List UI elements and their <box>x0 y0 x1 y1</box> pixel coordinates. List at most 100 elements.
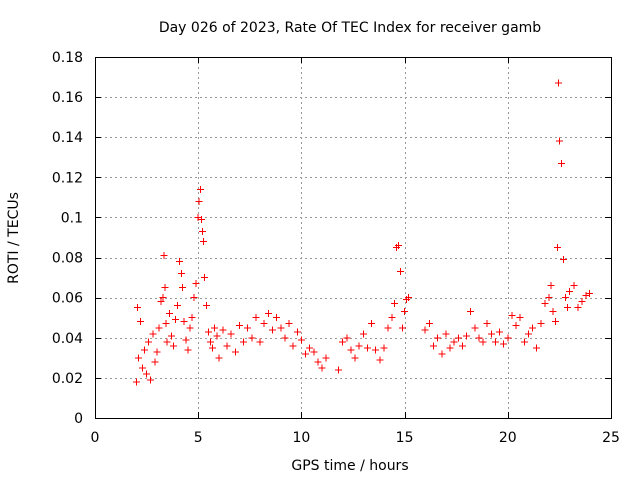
data-point <box>134 354 142 362</box>
data-point <box>211 324 219 332</box>
x-tick-label: 10 <box>292 430 310 446</box>
data-point <box>190 294 198 302</box>
data-point <box>549 308 557 316</box>
y-tick-label: 0.04 <box>52 331 83 347</box>
data-point <box>545 294 553 302</box>
x-axis-label: GPS time / hours <box>291 458 408 474</box>
data-point <box>273 314 281 322</box>
data-point <box>368 320 376 328</box>
x-tick-label: 25 <box>602 430 620 446</box>
data-point <box>390 300 398 308</box>
data-point <box>555 137 563 145</box>
x-tick-label: 0 <box>91 430 100 446</box>
data-point <box>450 338 458 346</box>
data-point <box>167 332 175 340</box>
data-point <box>475 334 483 342</box>
data-point <box>207 338 215 346</box>
data-point <box>197 215 205 223</box>
data-point <box>163 338 171 346</box>
tick-labels-layer: 0 5 10 15 20 25 0 0.02 0.04 0.06 0.08 0.1 0.12 0.14 0.… <box>52 50 620 446</box>
data-point <box>529 324 537 332</box>
data-point <box>363 344 371 352</box>
data-point <box>533 344 541 352</box>
data-point <box>302 350 310 358</box>
data-point <box>136 318 144 326</box>
data-point <box>297 336 305 344</box>
data-point <box>384 324 392 332</box>
data-point <box>479 338 487 346</box>
data-points-layer <box>132 79 593 386</box>
data-point <box>184 346 192 354</box>
data-point <box>564 304 572 312</box>
data-point <box>192 280 200 288</box>
data-point <box>205 328 213 336</box>
data-point <box>159 294 167 302</box>
data-point <box>153 348 161 356</box>
axes-layer <box>95 57 612 419</box>
data-point <box>372 346 380 354</box>
data-point <box>281 334 289 342</box>
data-point <box>578 298 586 306</box>
data-point <box>351 354 359 362</box>
data-point <box>310 348 318 356</box>
data-point <box>335 366 343 374</box>
data-point <box>157 298 165 306</box>
data-point <box>380 344 388 352</box>
y-tick-label: 0.16 <box>52 90 83 106</box>
data-point <box>195 197 203 205</box>
data-point <box>202 302 210 310</box>
data-point <box>566 288 574 296</box>
grid-layer <box>95 57 611 418</box>
data-point <box>487 330 495 338</box>
data-point <box>180 318 188 326</box>
data-point <box>467 308 475 316</box>
data-point <box>425 320 433 328</box>
data-point <box>138 364 146 372</box>
data-point <box>359 330 367 338</box>
chart-title: Day 026 of 2023, Rate Of TEC Index for r… <box>159 20 541 36</box>
data-point <box>339 338 347 346</box>
data-point <box>520 338 528 346</box>
y-tick-label: 0.06 <box>52 291 83 307</box>
data-point <box>458 342 466 350</box>
data-point <box>235 322 243 330</box>
data-point <box>557 159 565 167</box>
data-point <box>260 320 268 328</box>
y-tick-label: 0.08 <box>52 251 83 267</box>
data-point <box>554 79 562 87</box>
data-point <box>429 342 437 350</box>
data-point <box>508 312 516 320</box>
data-point <box>161 284 169 292</box>
data-point <box>155 324 163 332</box>
data-point <box>200 274 208 282</box>
data-point <box>399 324 407 332</box>
data-point <box>496 328 504 336</box>
data-point <box>277 324 285 332</box>
data-point <box>213 332 221 340</box>
data-point <box>151 358 159 366</box>
data-point <box>198 227 206 235</box>
data-point <box>176 258 184 266</box>
data-point <box>405 294 413 302</box>
data-point <box>512 322 520 330</box>
data-point <box>244 324 252 332</box>
data-point <box>256 338 264 346</box>
y-tick-label: 0 <box>74 411 83 427</box>
data-point <box>551 318 559 326</box>
data-point <box>343 334 351 342</box>
data-point <box>182 336 190 344</box>
data-point <box>306 344 314 352</box>
data-point <box>463 332 471 340</box>
data-point <box>396 268 404 276</box>
data-point <box>248 334 256 342</box>
data-point <box>252 314 260 322</box>
data-point <box>160 252 168 260</box>
data-point <box>401 308 409 316</box>
data-point <box>141 346 149 354</box>
data-point <box>516 314 524 322</box>
data-point <box>524 330 532 338</box>
data-point <box>215 354 223 362</box>
data-point <box>223 342 231 350</box>
data-point <box>227 330 235 338</box>
